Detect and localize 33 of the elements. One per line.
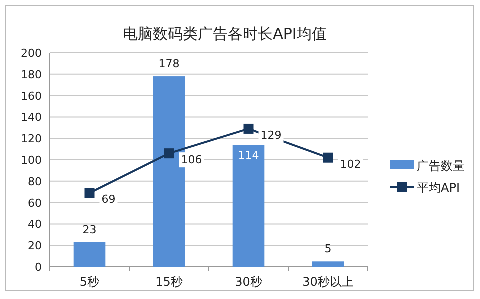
- data-label: 106: [181, 154, 202, 167]
- data-label: 114: [238, 149, 260, 162]
- y-tick-label: 200: [21, 47, 42, 60]
- data-label: 178: [158, 58, 180, 71]
- data-label: 102: [340, 158, 362, 171]
- data-label: 129: [260, 128, 282, 142]
- point: [244, 124, 254, 134]
- y-tick-label: 180: [21, 68, 42, 82]
- data-label: 69: [102, 193, 116, 206]
- y-tick-label: 80: [28, 175, 42, 188]
- x-tick-label: 30秒: [235, 275, 262, 289]
- bar: [74, 242, 106, 267]
- x-tick-label: 30秒以上: [302, 275, 354, 289]
- chart-title: 电脑数码类广告各时长API均值: [123, 25, 327, 43]
- x-tick-label: 5秒: [80, 275, 100, 289]
- point: [164, 148, 174, 159]
- y-tick-label: 100: [21, 154, 42, 167]
- legend-label: 平均API: [417, 181, 460, 195]
- bar: [232, 145, 265, 267]
- y-tick-label: 0: [35, 261, 42, 274]
- y-tick-label: 60: [28, 196, 42, 210]
- y-tick-label: 20: [28, 240, 42, 253]
- y-tick-label: 160: [21, 90, 42, 103]
- data-label: 23: [82, 223, 97, 236]
- y-tick-label: 120: [21, 132, 42, 146]
- data-label: 5: [324, 242, 332, 256]
- bar: [312, 262, 344, 267]
- legend-label: 广告数量: [417, 159, 465, 173]
- point: [84, 188, 95, 198]
- y-tick-label: 40: [28, 218, 42, 232]
- x-tick-label: 15秒: [156, 275, 183, 289]
- point: [323, 152, 334, 163]
- y-tick-label: 140: [21, 111, 42, 124]
